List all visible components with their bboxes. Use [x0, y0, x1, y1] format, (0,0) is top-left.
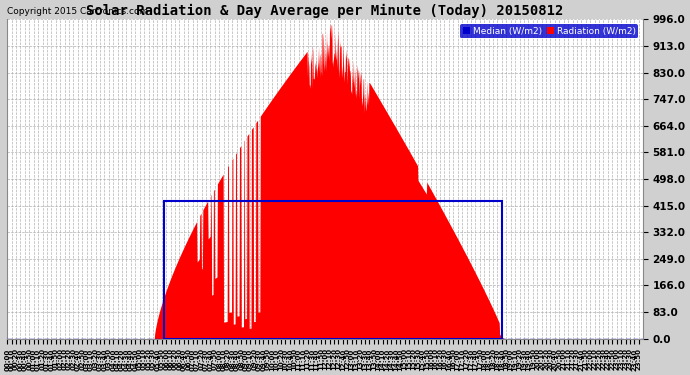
Title: Solar Radiation & Day Average per Minute (Today) 20150812: Solar Radiation & Day Average per Minute… [86, 4, 564, 18]
Text: Copyright 2015 Cartronics.com: Copyright 2015 Cartronics.com [7, 7, 148, 16]
Bar [164, 201, 502, 339]
Legend: Median (W/m2), Radiation (W/m2): Median (W/m2), Radiation (W/m2) [460, 24, 638, 38]
